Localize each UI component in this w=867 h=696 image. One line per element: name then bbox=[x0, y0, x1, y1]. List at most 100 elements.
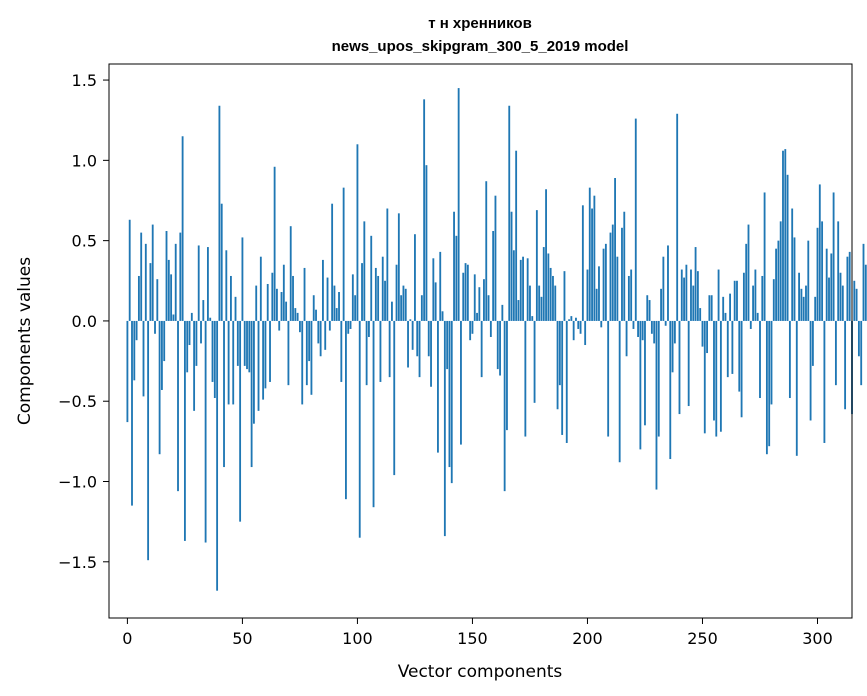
bar-component-102 bbox=[361, 263, 363, 321]
x-tick-label: 0 bbox=[122, 629, 132, 648]
bar-component-198 bbox=[581, 205, 584, 321]
bar-component-212 bbox=[614, 178, 616, 321]
bar-component-195 bbox=[575, 317, 577, 321]
bar-component-218 bbox=[627, 275, 630, 321]
bar-component-50 bbox=[241, 237, 244, 321]
bar-component-236 bbox=[669, 320, 672, 460]
bar-component-158 bbox=[489, 320, 492, 337]
bar-component-106 bbox=[370, 235, 373, 321]
bar-component-306 bbox=[830, 253, 833, 321]
bar-component-280 bbox=[770, 320, 773, 405]
bar-component-81 bbox=[312, 295, 315, 321]
bar-component-112 bbox=[384, 280, 386, 321]
bar-component-193 bbox=[570, 316, 573, 321]
bar-component-96 bbox=[347, 320, 350, 334]
bar-component-94 bbox=[342, 187, 345, 321]
bar-component-219 bbox=[630, 269, 633, 321]
bar-component-246 bbox=[692, 285, 695, 321]
bar-component-285 bbox=[782, 150, 784, 321]
bar-component-101 bbox=[358, 320, 361, 538]
y-axis-label: Components values bbox=[15, 257, 35, 425]
bar-component-59 bbox=[262, 320, 265, 400]
bar-component-202 bbox=[591, 208, 593, 321]
bar-component-266 bbox=[738, 320, 741, 392]
bar-component-36 bbox=[209, 317, 212, 321]
bar-component-26 bbox=[186, 320, 189, 373]
bar-component-69 bbox=[285, 301, 288, 321]
bar-component-17 bbox=[165, 231, 168, 321]
bar-component-128 bbox=[420, 295, 423, 321]
bar-component-217 bbox=[625, 320, 628, 357]
bar-component-316 bbox=[853, 280, 856, 321]
bar-component-233 bbox=[662, 256, 665, 321]
bar-component-35 bbox=[206, 247, 209, 321]
bar-component-211 bbox=[611, 224, 614, 321]
bar-component-134 bbox=[434, 282, 437, 321]
bar-component-254 bbox=[710, 295, 713, 321]
bar-component-264 bbox=[733, 280, 736, 321]
bar-component-40 bbox=[218, 105, 221, 321]
bar-component-276 bbox=[761, 275, 764, 321]
bar-component-166 bbox=[508, 105, 511, 321]
bar-component-76 bbox=[301, 320, 304, 405]
bar-component-60 bbox=[264, 320, 267, 389]
bar-component-226 bbox=[646, 295, 649, 321]
bar-component-261 bbox=[726, 320, 729, 378]
bar-component-314 bbox=[848, 251, 851, 321]
bar-component-53 bbox=[248, 320, 251, 373]
bar-component-48 bbox=[236, 320, 239, 366]
bar-component-213 bbox=[616, 256, 619, 321]
bar-component-99 bbox=[354, 295, 357, 321]
bar-component-300 bbox=[816, 227, 819, 321]
bar-component-42 bbox=[223, 320, 225, 468]
bar-component-262 bbox=[729, 293, 731, 321]
bar-component-209 bbox=[607, 320, 610, 437]
bar-component-129 bbox=[423, 99, 426, 321]
bar-component-39 bbox=[216, 320, 219, 591]
bar-component-169 bbox=[515, 150, 518, 321]
bar-component-27 bbox=[188, 320, 191, 346]
bar-component-201 bbox=[588, 187, 591, 321]
bar-component-204 bbox=[595, 288, 598, 321]
x-axis-label: Vector components bbox=[398, 662, 563, 682]
bar-component-54 bbox=[250, 320, 253, 468]
chart-title-line1: т н хренников bbox=[428, 15, 532, 32]
bar-component-145 bbox=[460, 320, 462, 445]
bar-component-268 bbox=[742, 272, 745, 321]
bar-component-232 bbox=[660, 288, 662, 321]
bar-component-41 bbox=[220, 203, 223, 321]
bar-component-22 bbox=[177, 320, 179, 492]
bar-component-180 bbox=[540, 296, 543, 321]
bar-component-119 bbox=[400, 295, 403, 321]
bar-component-120 bbox=[402, 285, 405, 321]
bar-component-197 bbox=[579, 320, 582, 334]
bar-component-179 bbox=[538, 285, 541, 321]
bar-component-173 bbox=[524, 320, 527, 437]
y-tick-label: −0.5 bbox=[58, 392, 97, 411]
bar-component-6 bbox=[140, 232, 143, 321]
bar-component-214 bbox=[618, 320, 621, 463]
bar-component-278 bbox=[765, 320, 768, 455]
bar-component-80 bbox=[310, 320, 313, 395]
bar-component-123 bbox=[409, 319, 412, 321]
bar-component-125 bbox=[414, 234, 416, 321]
bar-component-302 bbox=[821, 221, 824, 321]
bar-component-14 bbox=[158, 320, 161, 455]
bar-component-18 bbox=[167, 259, 170, 321]
bar-component-273 bbox=[754, 269, 757, 321]
bar-component-190 bbox=[563, 271, 566, 321]
bar-component-295 bbox=[805, 285, 807, 321]
bar-component-131 bbox=[427, 320, 430, 357]
bar-component-196 bbox=[577, 320, 580, 329]
bar-component-32 bbox=[200, 320, 202, 344]
bar-component-116 bbox=[393, 320, 396, 476]
bar-component-176 bbox=[531, 316, 534, 321]
bar-component-126 bbox=[416, 320, 419, 357]
y-tick-label: 1.5 bbox=[72, 71, 97, 90]
bar-component-89 bbox=[331, 203, 334, 321]
bar-component-163 bbox=[501, 304, 504, 321]
bar-component-127 bbox=[418, 320, 421, 378]
bar-component-38 bbox=[213, 320, 216, 399]
bar-component-271 bbox=[749, 320, 752, 329]
